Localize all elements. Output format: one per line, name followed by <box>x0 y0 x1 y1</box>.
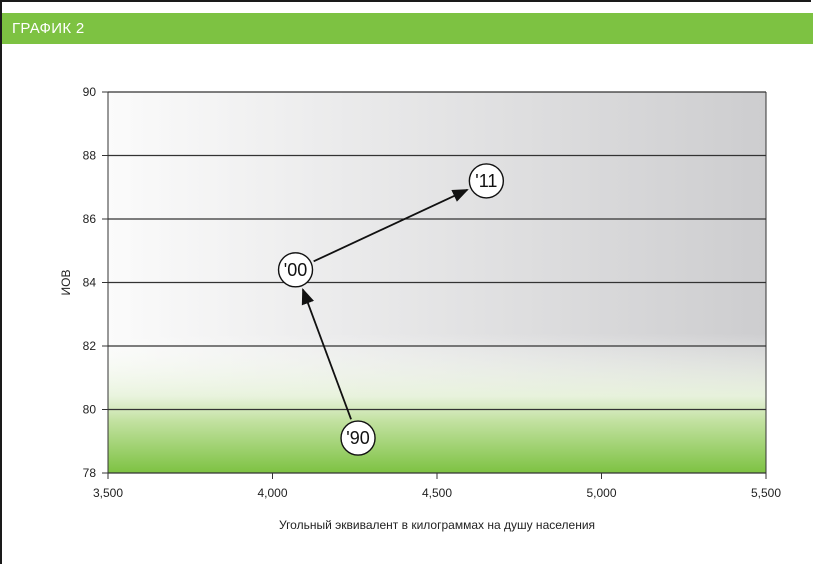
x-tick-label: 5,000 <box>586 486 616 500</box>
chart-header-bar: ГРАФИК 2 <box>2 13 813 44</box>
trajectory-arrow <box>313 188 469 263</box>
x-tick-label: 4,000 <box>257 486 287 500</box>
y-tick-label: 90 <box>83 85 97 99</box>
data-point-marker <box>277 252 314 288</box>
y-tick-label: 84 <box>83 276 97 290</box>
y-tick-label: 78 <box>83 466 97 480</box>
tick-labels: 78 80 82 84 86 88 90 3,500 4,000 4,500 5,000 5,500 <box>83 85 782 500</box>
x-axis-label: Угольный эквивалент в килограммах на душ… <box>279 518 595 532</box>
data-point-label: '00 <box>284 260 307 280</box>
chart-header-title: ГРАФИК 2 <box>12 20 85 37</box>
y-axis-label: ИОВ <box>59 270 73 296</box>
data-point-label: '90 <box>346 428 369 448</box>
y-tick-label: 82 <box>83 339 97 353</box>
axes <box>107 92 767 474</box>
trajectory-arrow <box>301 287 352 420</box>
grid-lines <box>102 91 767 479</box>
data-point-label: '11 <box>475 171 497 191</box>
data-point-marker <box>468 163 505 199</box>
x-tick-label: 3,500 <box>93 486 123 500</box>
y-tick-label: 88 <box>83 149 97 163</box>
y-tick-label: 86 <box>83 212 97 226</box>
x-tick-label: 5,500 <box>751 486 781 500</box>
y-tick-label: 80 <box>83 403 97 417</box>
data-points: '90 '00 '11 <box>277 163 505 456</box>
x-tick-label: 4,500 <box>422 486 452 500</box>
green-band <box>108 333 766 473</box>
trajectory-arrows <box>301 188 469 420</box>
data-point-marker <box>340 420 376 456</box>
